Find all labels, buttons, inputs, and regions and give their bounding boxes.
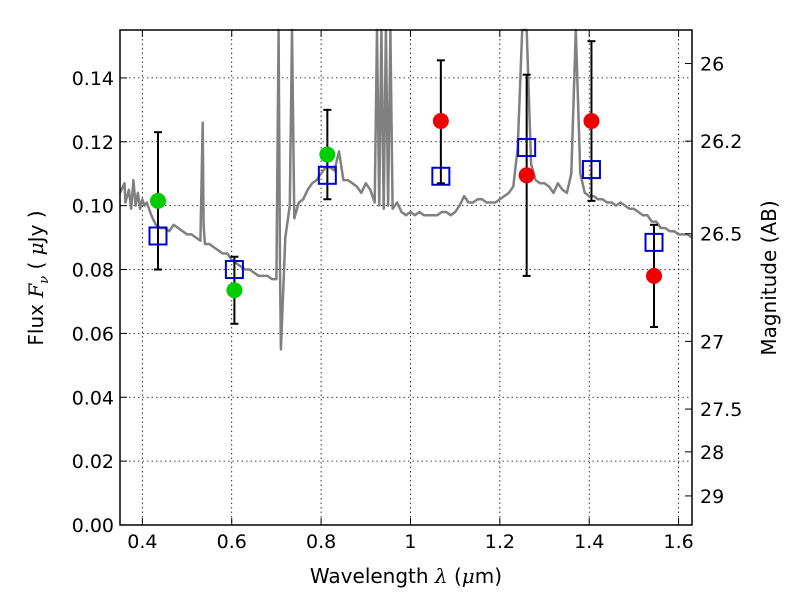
right-tick-label: 26 bbox=[700, 54, 724, 76]
x-tick-label: 1.6 bbox=[663, 531, 693, 553]
y-tick-label: 0.02 bbox=[72, 451, 114, 473]
marker-layer bbox=[148, 113, 664, 299]
spectrum-line bbox=[118, 28, 693, 351]
plot-frame bbox=[119, 29, 693, 526]
y-tick-label: 0.06 bbox=[72, 323, 114, 345]
grid-layer bbox=[120, 30, 692, 526]
model-square-point bbox=[581, 160, 601, 180]
y-tick-label: 0.10 bbox=[72, 196, 114, 218]
x-axis-label: Wavelength λ (μm) bbox=[310, 564, 502, 588]
right-tick-label: 27.5 bbox=[700, 399, 742, 421]
right-tick-label: 28 bbox=[700, 442, 724, 464]
observed-circle-point bbox=[432, 113, 449, 130]
right-tick-label: 27 bbox=[700, 331, 724, 353]
x-tick-label: 0.6 bbox=[217, 531, 247, 553]
x-tick-label: 1.4 bbox=[574, 531, 604, 553]
right-tick-label: 29 bbox=[700, 486, 724, 508]
observed-circle-point bbox=[226, 282, 243, 299]
tick-label-layer: 0.4 0.6 0.8 1 1.2 1.4 1.6 0.00 0.02 0.04 0.06 0.08 0… bbox=[72, 54, 743, 553]
y-tick-label: 0.04 bbox=[72, 387, 114, 409]
observed-circle-point bbox=[646, 267, 663, 284]
y-axis-label: Flux Fν ( μJy ) bbox=[24, 210, 52, 345]
observed-circle-point bbox=[583, 113, 600, 130]
model-square-point bbox=[431, 166, 451, 186]
y-tick-label: 0.00 bbox=[72, 515, 114, 537]
x-tick-label: 1 bbox=[404, 531, 416, 553]
x-tick-label: 0.8 bbox=[306, 531, 336, 553]
spectrum-layer bbox=[118, 28, 693, 351]
right-tick-label: 26.5 bbox=[700, 224, 742, 246]
model-square-point bbox=[517, 138, 537, 158]
observed-circle-point bbox=[149, 192, 166, 209]
errorbar-layer bbox=[153, 40, 659, 328]
observed-circle-point bbox=[319, 146, 336, 163]
observed-circle-point bbox=[518, 167, 535, 184]
tick-layer bbox=[120, 30, 692, 526]
y-axis-label-right: Magnitude (AB) bbox=[757, 200, 781, 355]
model-square-point bbox=[224, 260, 244, 280]
model-square-point bbox=[644, 232, 664, 252]
y-tick-label: 0.12 bbox=[72, 132, 114, 154]
model-square-point bbox=[317, 165, 337, 185]
y-tick-label: 0.08 bbox=[72, 260, 114, 282]
y-tick-label: 0.14 bbox=[72, 68, 114, 90]
x-tick-label: 0.4 bbox=[127, 531, 157, 553]
x-tick-label: 1.2 bbox=[485, 531, 515, 553]
right-tick-label: 26.2 bbox=[700, 131, 742, 153]
model-square-point bbox=[148, 226, 168, 246]
